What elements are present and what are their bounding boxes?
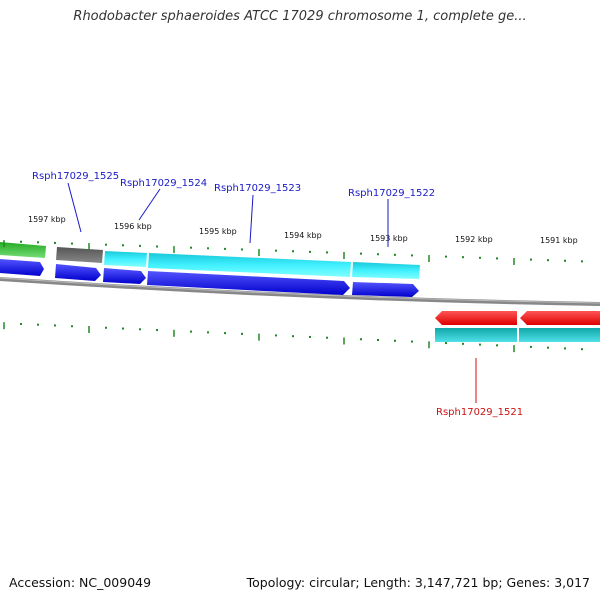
- topology-text: Topology: circular; Length: 3,147,721 bp…: [246, 575, 590, 590]
- cds-forward[interactable]: [147, 271, 350, 295]
- cds-reverse[interactable]: [520, 311, 600, 325]
- scale-ticks-top: [3, 240, 583, 265]
- scale-label: 1592 kbp: [455, 235, 493, 244]
- gene-cyan-1523[interactable]: [148, 253, 351, 277]
- map-title: Rhodobacter sphaeroides ATCC 17029 chrom…: [73, 9, 527, 24]
- leader-line: [138, 188, 161, 221]
- leader-line: [67, 182, 82, 233]
- label-leaders: [67, 182, 477, 403]
- scale-label: 1597 kbp: [28, 215, 66, 224]
- cds-forward[interactable]: [352, 282, 419, 297]
- chromosome-backbone-highlight: [0, 277, 600, 304]
- leader-line: [249, 194, 254, 244]
- gene-cyan-1522[interactable]: [352, 262, 420, 279]
- cds-track-reverse: [435, 311, 600, 325]
- gene-label[interactable]: Rsph17029_1523: [214, 183, 301, 194]
- scale-label: 1591 kbp: [540, 236, 578, 245]
- accession-text: Accession: NC_009049: [9, 575, 152, 590]
- gene-gray[interactable]: [56, 247, 103, 263]
- cds-forward[interactable]: [55, 264, 101, 281]
- scale-label: 1595 kbp: [199, 227, 237, 236]
- gene-track-forward: [0, 242, 420, 279]
- cds-forward[interactable]: [103, 268, 146, 284]
- gene-label[interactable]: Rsph17029_1525: [32, 171, 119, 182]
- gene-label[interactable]: Rsph17029_1522: [348, 188, 435, 199]
- gene-teal[interactable]: [519, 328, 600, 342]
- scale-label: 1596 kbp: [114, 222, 152, 231]
- gene-labels: Rsph17029_1525 Rsph17029_1524 Rsph17029_…: [32, 171, 523, 418]
- scale-labels: 1597 kbp 1596 kbp 1595 kbp 1594 kbp 1593…: [28, 215, 578, 245]
- gene-label[interactable]: Rsph17029_1524: [120, 178, 207, 189]
- scale-ticks-bottom: [3, 322, 583, 353]
- scale-label: 1594 kbp: [284, 231, 322, 240]
- scale-label: 1593 kbp: [370, 234, 408, 243]
- gene-green[interactable]: [0, 242, 46, 258]
- gene-label[interactable]: Rsph17029_1521: [436, 407, 523, 418]
- gene-cyan-1524[interactable]: [104, 251, 147, 267]
- gene-teal[interactable]: [435, 328, 517, 342]
- chromosome-backbone: [0, 277, 600, 306]
- cds-track-forward: [0, 259, 419, 297]
- cds-reverse[interactable]: [435, 311, 517, 325]
- cds-forward[interactable]: [0, 259, 44, 276]
- gene-track-reverse: [435, 328, 600, 342]
